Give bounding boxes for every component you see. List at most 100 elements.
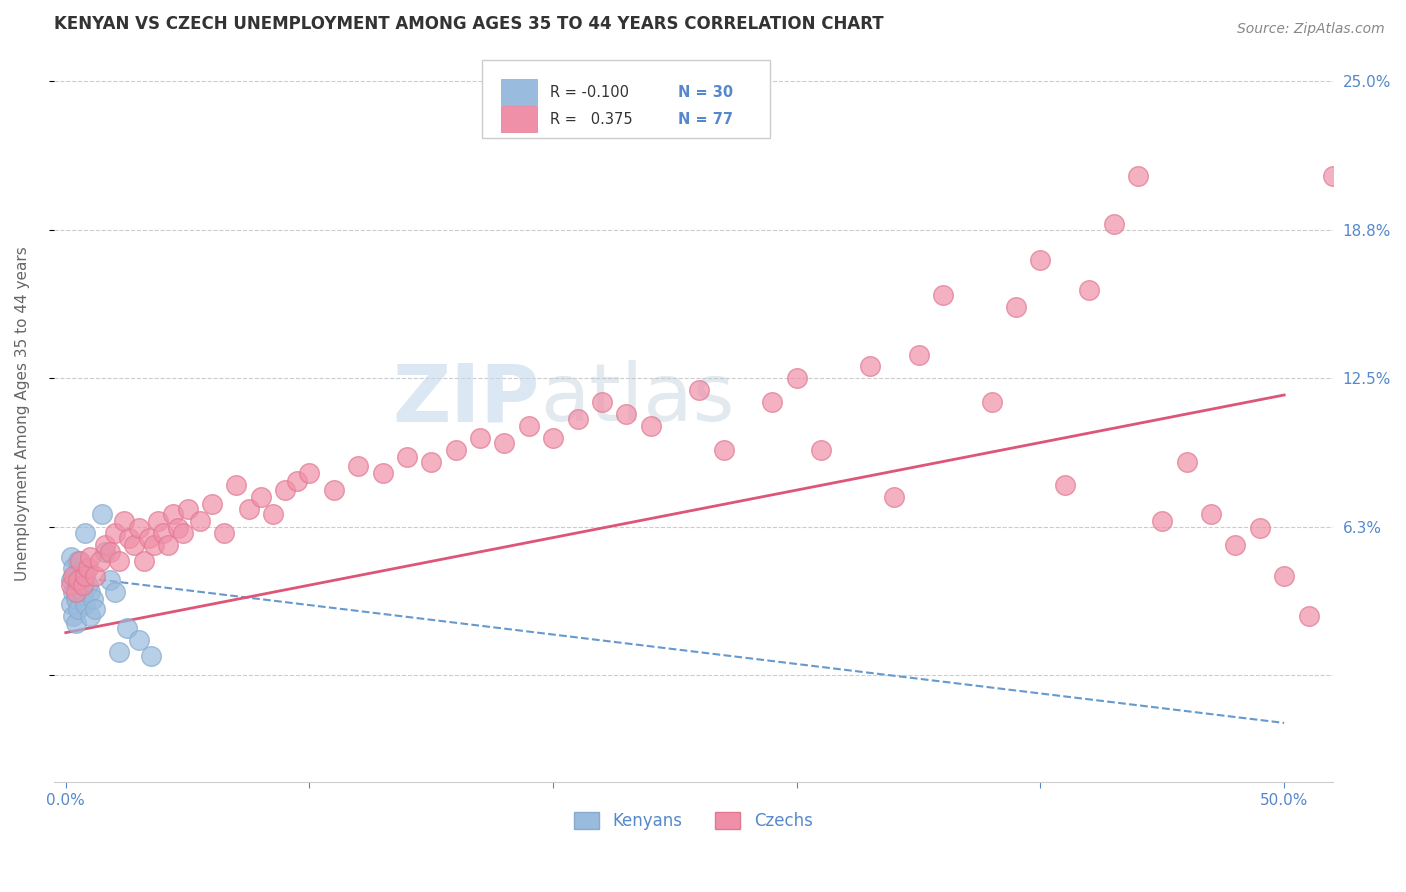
Point <box>94 538 117 552</box>
Point <box>494 435 516 450</box>
Point <box>1225 538 1247 552</box>
Point <box>420 454 443 468</box>
Point <box>347 459 370 474</box>
Point <box>72 564 94 578</box>
Point <box>84 602 107 616</box>
FancyBboxPatch shape <box>482 61 770 137</box>
Point <box>66 578 89 592</box>
Point <box>66 602 89 616</box>
Point <box>567 411 589 425</box>
Point <box>62 561 84 575</box>
Point <box>859 359 882 374</box>
Point <box>172 525 194 540</box>
Point <box>91 507 114 521</box>
Point <box>148 514 170 528</box>
Point <box>162 507 184 521</box>
Point <box>238 502 260 516</box>
Point <box>176 502 198 516</box>
Point <box>75 597 97 611</box>
Point <box>1078 284 1101 298</box>
Point <box>249 490 271 504</box>
Point <box>59 549 82 564</box>
Point <box>1199 507 1222 521</box>
Point <box>285 474 308 488</box>
Point <box>122 538 145 552</box>
Point <box>103 525 125 540</box>
Point <box>640 418 662 433</box>
Point <box>108 554 131 568</box>
Point <box>371 467 394 481</box>
Point <box>115 621 138 635</box>
Point <box>79 585 101 599</box>
Point <box>395 450 418 464</box>
Point <box>76 578 98 592</box>
Point <box>75 568 97 582</box>
Point <box>1053 478 1076 492</box>
Point <box>1126 169 1149 184</box>
Point <box>274 483 297 497</box>
Point <box>72 578 94 592</box>
Point <box>883 490 905 504</box>
Text: N = 77: N = 77 <box>678 112 733 127</box>
Point <box>157 538 180 552</box>
Text: N = 30: N = 30 <box>678 85 733 100</box>
Point <box>688 383 710 397</box>
Text: ZIP: ZIP <box>392 360 540 438</box>
Point <box>322 483 344 497</box>
Point <box>298 467 321 481</box>
Point <box>1005 300 1028 314</box>
Point <box>103 585 125 599</box>
Point <box>212 525 235 540</box>
Point <box>62 568 84 582</box>
Point <box>132 554 155 568</box>
Point <box>75 525 97 540</box>
Point <box>591 395 613 409</box>
Point <box>541 431 564 445</box>
Point <box>152 525 174 540</box>
Point <box>1298 609 1320 624</box>
FancyBboxPatch shape <box>502 79 537 105</box>
Text: R =   0.375: R = 0.375 <box>550 112 633 127</box>
Point <box>65 585 87 599</box>
Point <box>72 588 94 602</box>
Point <box>517 418 540 433</box>
Point <box>786 371 808 385</box>
Point <box>66 574 89 588</box>
Point <box>65 568 87 582</box>
Point <box>82 592 104 607</box>
Point <box>142 538 165 552</box>
Point <box>225 478 247 492</box>
Point <box>167 521 190 535</box>
Point <box>139 649 162 664</box>
Point <box>76 561 98 575</box>
Point <box>128 632 150 647</box>
Point <box>444 442 467 457</box>
Point <box>1029 252 1052 267</box>
Legend: Kenyans, Czechs: Kenyans, Czechs <box>567 805 820 837</box>
Point <box>59 574 82 588</box>
Point <box>79 609 101 624</box>
Point <box>201 497 224 511</box>
Point <box>59 597 82 611</box>
Point <box>932 288 955 302</box>
Point <box>59 578 82 592</box>
Point <box>128 521 150 535</box>
Point <box>980 395 1002 409</box>
Point <box>118 531 141 545</box>
Text: atlas: atlas <box>540 360 734 438</box>
Point <box>112 514 135 528</box>
Point <box>468 431 491 445</box>
Point <box>1322 169 1344 184</box>
Text: KENYAN VS CZECH UNEMPLOYMENT AMONG AGES 35 TO 44 YEARS CORRELATION CHART: KENYAN VS CZECH UNEMPLOYMENT AMONG AGES … <box>53 15 883 33</box>
Point <box>713 442 735 457</box>
Text: Source: ZipAtlas.com: Source: ZipAtlas.com <box>1237 22 1385 37</box>
Point <box>1175 454 1198 468</box>
Point <box>1249 521 1271 535</box>
Point <box>84 568 107 582</box>
Point <box>69 554 91 568</box>
Point <box>66 554 89 568</box>
Point <box>188 514 211 528</box>
Point <box>69 582 91 597</box>
FancyBboxPatch shape <box>502 106 537 132</box>
Y-axis label: Unemployment Among Ages 35 to 44 years: Unemployment Among Ages 35 to 44 years <box>15 246 30 582</box>
